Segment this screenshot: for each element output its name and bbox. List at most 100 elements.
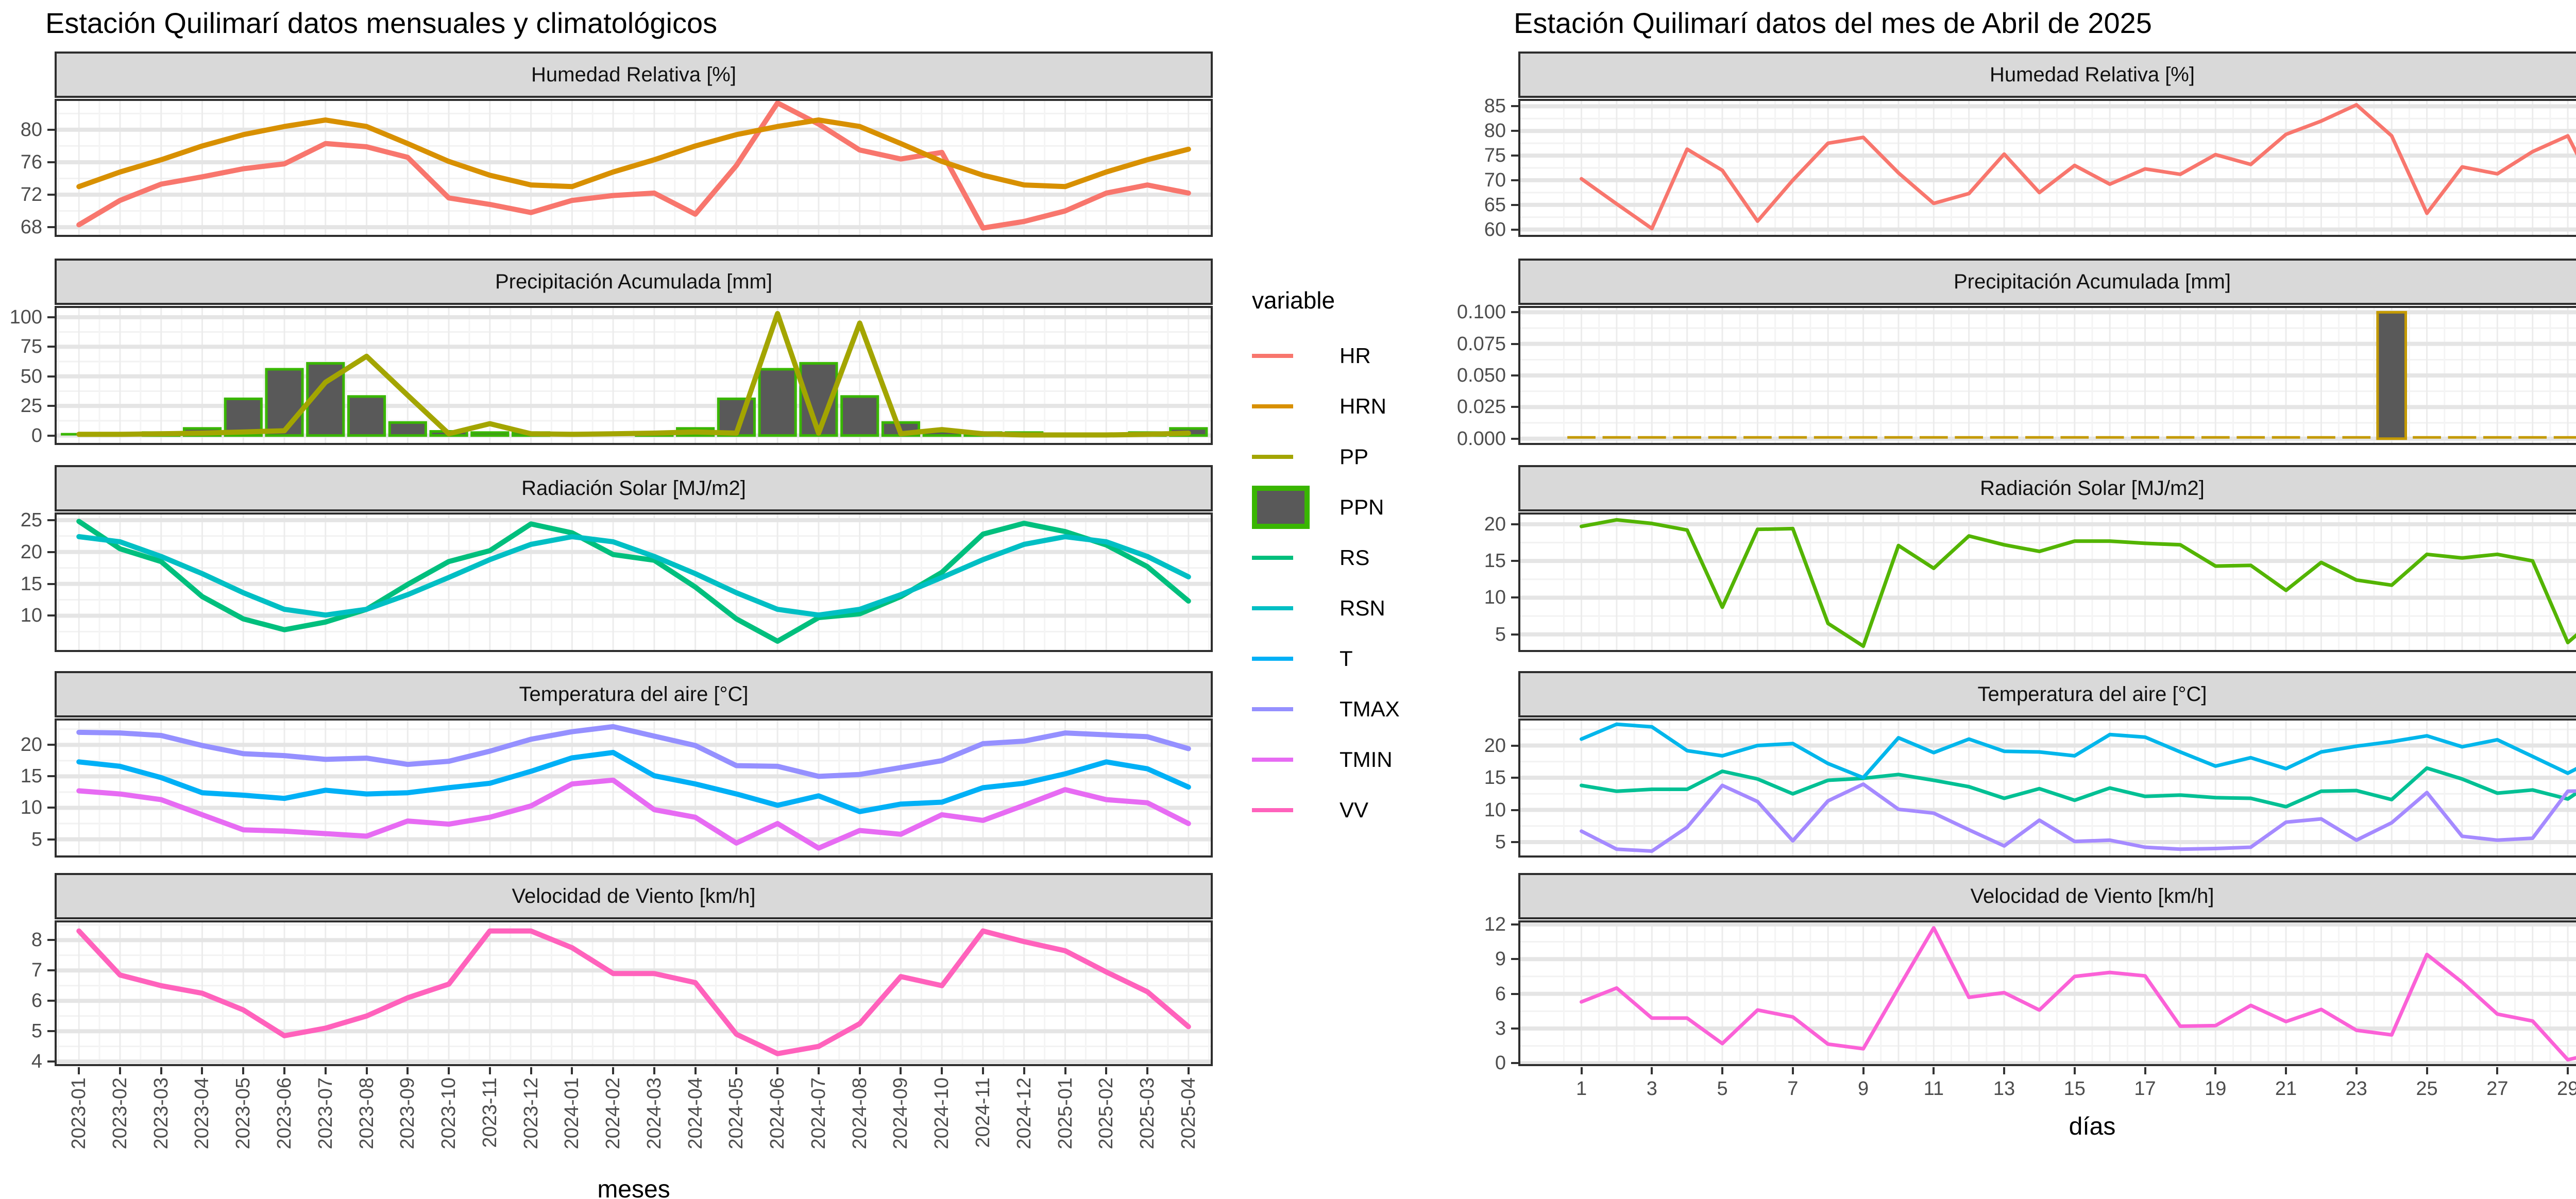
y-tick-mark [47, 1000, 55, 1002]
x-tick-mark [817, 1067, 820, 1074]
y-tick-label: 75 [1484, 145, 1506, 167]
facet-strip: Velocidad de Viento [km/h] [1518, 873, 2576, 919]
legend-label-TMAX: TMAX [1340, 697, 1400, 721]
x-tick-mark [1721, 1067, 1724, 1074]
x-tick-mark [1862, 1067, 1865, 1074]
legend-swatch-line-HR [1252, 354, 1293, 358]
legend-swatch-line-TMAX [1252, 707, 1293, 711]
x-tick-mark [1580, 1067, 1583, 1074]
y-tick-label: 15 [1484, 767, 1506, 789]
legend-label-HRN: HRN [1340, 394, 1386, 418]
y-tick-label: 65 [1484, 194, 1506, 216]
y-tick-mark [47, 939, 55, 941]
legend-swatch-line-PP [1252, 455, 1293, 459]
legend-key [1252, 657, 1314, 661]
y-tick-mark [1511, 155, 1518, 157]
y-tick-label: 20 [1484, 513, 1506, 535]
x-tick-mark [324, 1067, 327, 1074]
y-tick-mark [47, 744, 55, 746]
legend-entry-PP: PP [1252, 432, 1368, 482]
x-axis-title-dias: días [2069, 1113, 2116, 1140]
y-tick-label: 75 [20, 336, 42, 358]
x-tick-mark [653, 1067, 655, 1074]
legend-key [1252, 404, 1314, 408]
x-tick-mark [612, 1067, 615, 1074]
x-tick-mark [448, 1067, 450, 1074]
x-tick-label: 5 [1717, 1078, 1728, 1100]
x-tick-label: 1 [1575, 1078, 1587, 1100]
x-tick-mark [694, 1067, 697, 1074]
y-tick-label: 76 [20, 151, 42, 173]
facet-strip-title: Temperatura del aire [°C] [1977, 682, 2207, 706]
legend-key [1252, 606, 1314, 610]
x-axis-title-meses: meses [597, 1176, 670, 1199]
y-tick-mark [47, 551, 55, 553]
x-tick-mark [1933, 1067, 1935, 1074]
x-tick-label: 19 [2205, 1078, 2227, 1100]
facet-strip: Precipitación Acumulada [mm] [55, 259, 1213, 305]
y-tick-mark [1511, 437, 1518, 440]
legend-swatch-line-RSN [1252, 606, 1293, 610]
y-tick-mark [47, 519, 55, 521]
legend-entry-TMIN: TMIN [1252, 734, 1393, 785]
facet-panel-Velocidad de Viento [km/h] [55, 920, 1213, 1066]
x-tick-mark [201, 1067, 204, 1074]
y-tick-mark [47, 807, 55, 809]
y-tick-mark [47, 969, 55, 972]
y-tick-label: 0.100 [1456, 301, 1506, 323]
facet-strip-title: Precipitación Acumulada [mm] [1953, 270, 2231, 293]
y-tick-mark [1511, 923, 1518, 926]
x-tick-mark [2496, 1067, 2499, 1074]
facet-panel-Temperatura del aire [°C] [1518, 718, 2576, 858]
x-tick-mark [406, 1067, 409, 1074]
x-tick-mark [2003, 1067, 2006, 1074]
facet-panel-Humedad Relativa [%] [55, 99, 1213, 237]
y-tick-label: 5 [1495, 623, 1506, 645]
y-tick-mark [1511, 374, 1518, 376]
y-tick-mark [1511, 596, 1518, 599]
y-tick-label: 0.000 [1456, 427, 1506, 450]
facet-strip: Humedad Relativa [%] [1518, 52, 2576, 98]
legend-entry-HRN: HRN [1252, 381, 1386, 432]
y-tick-label: 25 [20, 509, 42, 531]
x-tick-label: 17 [2134, 1078, 2156, 1100]
y-tick-label: 9 [1495, 948, 1506, 970]
y-tick-label: 60 [1484, 218, 1506, 241]
facet-panel-Radiación Solar [MJ/m2] [55, 512, 1213, 652]
x-tick-mark [1146, 1067, 1149, 1074]
legend-entry-VV: VV [1252, 785, 1368, 835]
y-tick-label: 20 [20, 734, 42, 756]
facet-strip: Velocidad de Viento [km/h] [55, 873, 1213, 919]
x-tick-mark [858, 1067, 861, 1074]
y-tick-mark [47, 775, 55, 778]
chart-title-monthly: Estación Quilimarí datos mensuales y cli… [45, 7, 718, 39]
x-tick-label: 23 [2345, 1078, 2367, 1100]
y-tick-mark [1511, 311, 1518, 314]
y-tick-label: 0.025 [1456, 396, 1506, 418]
y-tick-label: 8 [31, 929, 42, 951]
legend-swatch-box-PPN [1252, 486, 1310, 529]
legend-label-TMIN: TMIN [1340, 747, 1393, 772]
y-tick-label: 80 [1484, 120, 1506, 142]
x-tick-mark [571, 1067, 573, 1074]
y-tick-mark [1511, 105, 1518, 108]
legend-label-PP: PP [1340, 444, 1369, 469]
y-tick-mark [1511, 1062, 1518, 1065]
x-tick-mark [1187, 1067, 1190, 1074]
x-tick-label: 13 [1993, 1078, 2015, 1100]
y-tick-mark [47, 1030, 55, 1033]
y-tick-mark [1511, 130, 1518, 132]
y-tick-mark [1511, 203, 1518, 206]
legend-swatch-line-T [1252, 657, 1293, 661]
x-tick-mark [1651, 1067, 1653, 1074]
x-tick-mark [2073, 1067, 2076, 1074]
y-tick-label: 100 [9, 306, 42, 328]
y-tick-mark [47, 1060, 55, 1063]
chart-title-april: Estación Quilimarí datos del mes de Abri… [1514, 7, 2152, 39]
x-tick-mark [1105, 1067, 1108, 1074]
facet-panel-Humedad Relativa [%] [1518, 99, 2576, 237]
x-tick-mark [1023, 1067, 1025, 1074]
y-tick-mark [47, 375, 55, 378]
legend-label-VV: VV [1340, 798, 1369, 822]
